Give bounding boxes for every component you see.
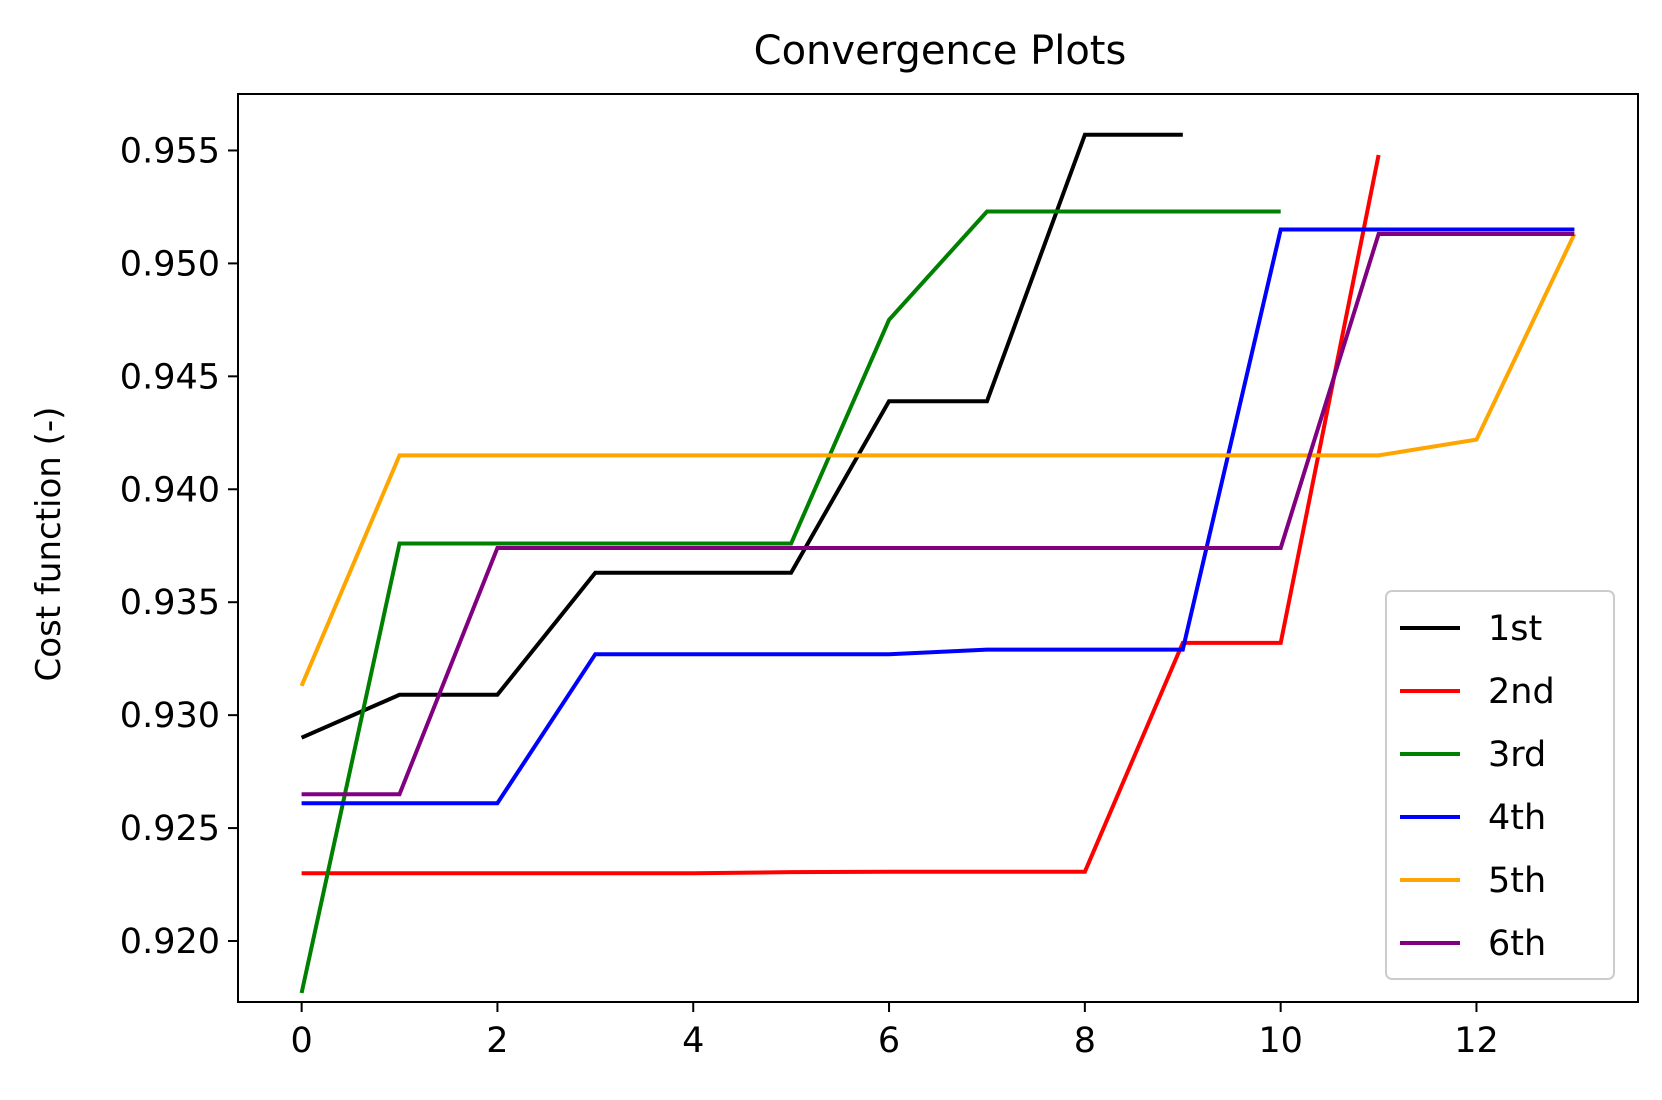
legend-label-4th: 4th [1488, 798, 1546, 838]
y-tick-label: 0.925 [120, 809, 220, 849]
series-line-1st [300, 132, 1183, 740]
legend-label-3rd: 3rd [1488, 735, 1546, 775]
legend-label-6th: 6th [1488, 924, 1546, 964]
legend-box [1385, 590, 1615, 980]
series-line-4th [301, 227, 1575, 806]
y-axis-label: Cost function (-) [29, 407, 69, 682]
legend-label-2nd: 2nd [1488, 672, 1555, 712]
chart-title: Convergence Plots [754, 28, 1127, 74]
y-tick-label: 0.940 [120, 470, 220, 510]
y-tick-label: 0.950 [120, 244, 220, 284]
x-tick-label: 0 [290, 1021, 312, 1061]
series-lines [299, 132, 1577, 994]
x-tick-label: 10 [1258, 1021, 1303, 1061]
x-tick-label: 2 [486, 1021, 508, 1061]
x-tick-label: 12 [1454, 1021, 1499, 1061]
y-tick-label: 0.930 [120, 696, 220, 736]
plot-frame [237, 93, 1639, 1003]
x-tick-label: 4 [682, 1021, 704, 1061]
x-axis-ticks: 0 2 4 6 8 10 12 [290, 1002, 1499, 1061]
legend-label-1st: 1st [1488, 609, 1542, 649]
x-tick-label: 6 [878, 1021, 900, 1061]
y-tick-label: 0.945 [120, 357, 220, 397]
legend: 1st 2nd 3rd 4th 5th 6th [1385, 590, 1615, 980]
y-axis-ticks: 0.920 0.925 0.930 0.935 0.940 0.945 0.950 0.955 [120, 131, 238, 962]
legend-label-5th: 5th [1488, 861, 1546, 901]
series-line-5th [299, 233, 1577, 687]
series-line-2nd [301, 154, 1381, 876]
legend-entries: 1st 2nd 3rd 4th 5th 6th [1400, 609, 1555, 964]
y-tick-label: 0.920 [120, 922, 220, 962]
series-line-3rd [299, 209, 1281, 994]
y-tick-label: 0.955 [120, 131, 220, 171]
series-line-6th [301, 232, 1575, 797]
y-tick-label: 0.935 [120, 583, 220, 623]
x-tick-label: 8 [1074, 1021, 1096, 1061]
